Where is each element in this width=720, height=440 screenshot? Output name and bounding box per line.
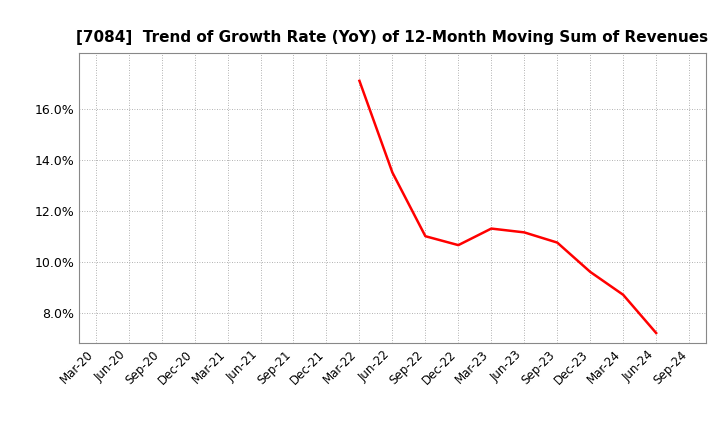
Title: [7084]  Trend of Growth Rate (YoY) of 12-Month Moving Sum of Revenues: [7084] Trend of Growth Rate (YoY) of 12-… — [76, 29, 708, 45]
